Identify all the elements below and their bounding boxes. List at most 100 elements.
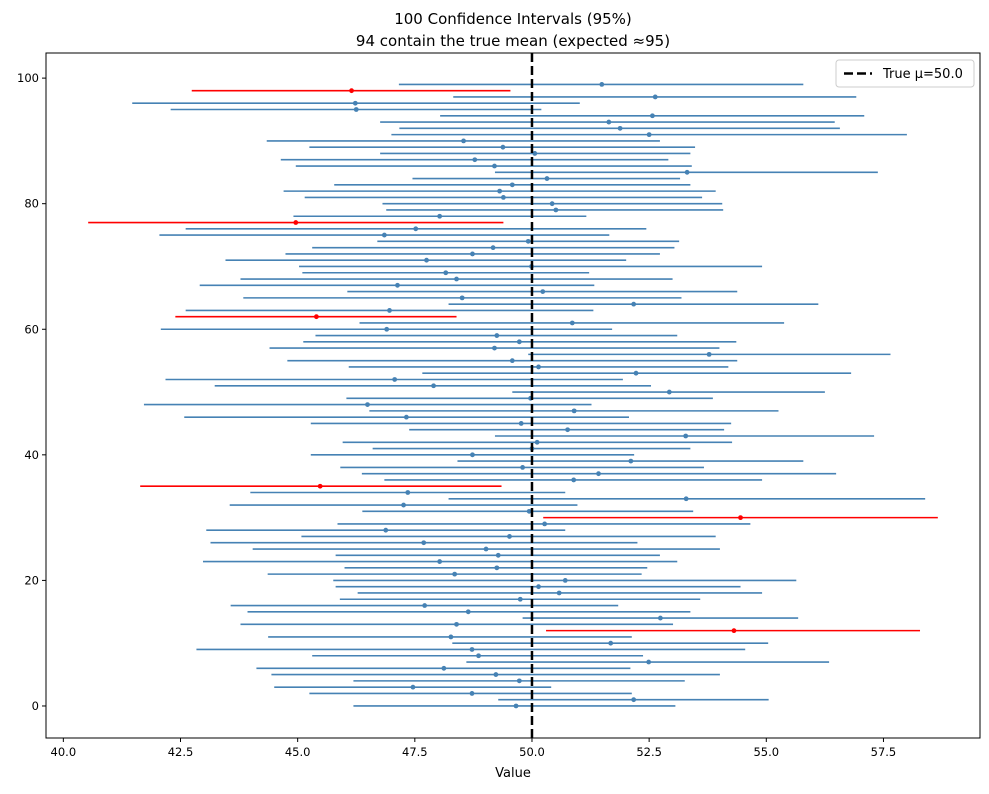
interval-mean-point — [553, 207, 559, 213]
x-tick-label: 52.5 — [636, 745, 662, 759]
interval-mean-point — [448, 634, 454, 640]
interval-mean-point — [454, 621, 459, 627]
interval-mean-point — [525, 238, 531, 244]
interval-mean-point — [542, 521, 548, 527]
y-tick-label: 40 — [24, 448, 39, 462]
interval-mean-point — [387, 308, 392, 313]
interval-mean-point — [494, 565, 500, 571]
interval-mean-point — [513, 703, 519, 709]
interval-mean-point — [549, 201, 555, 207]
interval-mean-point — [571, 408, 577, 414]
interval-mean-point — [608, 640, 614, 646]
interval-mean-point — [422, 603, 428, 608]
y-tick-label: 60 — [24, 322, 39, 336]
interval-mean-point — [517, 596, 523, 602]
interval-mean-point — [652, 94, 658, 100]
interval-mean-point — [403, 414, 409, 420]
x-tick-label: 42.5 — [168, 745, 194, 759]
x-tick-label: 55.0 — [753, 745, 779, 759]
interval-mean-point — [349, 88, 354, 94]
interval-mean-point — [507, 534, 512, 539]
interval-mean-point — [452, 571, 458, 577]
interval-mean-point — [405, 490, 411, 495]
interval-mean-point — [465, 609, 471, 615]
x-axis-ticks: 40.0 42.5 45.0 47.5 50.0 52.5 55.0 57.5 — [51, 738, 897, 759]
legend: True μ=50.0 — [835, 59, 975, 88]
x-axis-label: Value — [495, 766, 531, 781]
interval-mean-point — [536, 364, 541, 370]
interval-mean-point — [410, 684, 416, 690]
interval-mean-point — [314, 314, 319, 320]
interval-mean-point — [441, 665, 447, 671]
legend-label: True μ=50.0 — [882, 67, 963, 82]
interval-mean-point — [631, 697, 637, 703]
interval-mean-point — [492, 163, 497, 169]
interval-mean-point — [500, 195, 506, 200]
interval-mean-point — [365, 402, 370, 408]
interval-mean-point — [569, 320, 575, 326]
interval-mean-point — [731, 628, 737, 634]
interval-mean-point — [706, 351, 712, 357]
interval-mean-point — [469, 647, 475, 652]
x-tick-label: 50.0 — [519, 745, 545, 759]
chart-title: 100 Confidence Intervals (95%) — [394, 10, 632, 28]
interval-mean-point — [443, 270, 449, 276]
interval-mean-point — [520, 464, 526, 470]
interval-mean-point — [459, 295, 465, 301]
interval-mean-point — [437, 213, 443, 219]
interval-mean-point — [526, 508, 532, 514]
interval-mean-point — [497, 188, 503, 194]
interval-mean-point — [317, 483, 323, 489]
interval-mean-point — [633, 370, 639, 376]
x-tick-label: 57.5 — [871, 745, 897, 759]
interval-mean-point — [536, 584, 541, 590]
interval-mean-point — [383, 527, 389, 533]
interval-mean-point — [650, 113, 655, 119]
interval-mean-point — [483, 546, 489, 552]
interval-mean-point — [470, 452, 475, 458]
interval-mean-point — [556, 590, 562, 596]
x-tick-label: 45.0 — [285, 745, 311, 759]
interval-mean-point — [492, 345, 497, 351]
interval-mean-point — [596, 471, 601, 477]
interval-mean-point — [470, 251, 475, 257]
interval-mean-point — [509, 358, 515, 364]
interval-mean-point — [518, 421, 524, 426]
interval-mean-point — [494, 333, 500, 338]
interval-mean-point — [421, 540, 427, 546]
x-tick-label: 40.0 — [51, 745, 77, 759]
interval-mean-point — [392, 377, 398, 382]
interval-mean-point — [454, 276, 459, 282]
interval-marks — [88, 81, 938, 709]
interval-mean-point — [469, 691, 475, 696]
interval-mean-point — [381, 232, 387, 238]
interval-mean-point — [532, 151, 538, 156]
interval-mean-point — [534, 439, 540, 445]
interval-mean-point — [395, 282, 400, 288]
interval-mean-point — [617, 125, 623, 131]
y-axis-ticks: 0 20 40 60 80 100 — [17, 71, 46, 713]
legend-box — [835, 59, 975, 88]
interval-mean-point — [599, 81, 605, 87]
interval-mean-point — [413, 226, 419, 232]
chart-subtitle: 94 contain the true mean (expected ≈95) — [356, 32, 670, 50]
interval-mean-point — [431, 383, 436, 389]
interval-mean-point — [646, 659, 652, 665]
x-tick-label: 47.5 — [402, 745, 428, 759]
interval-mean-point — [738, 515, 743, 521]
interval-mean-point — [540, 289, 546, 294]
interval-mean-point — [293, 220, 299, 225]
interval-mean-point — [384, 326, 390, 332]
interval-mean-point — [472, 157, 478, 163]
interval-mean-point — [683, 433, 689, 439]
y-tick-label: 0 — [32, 699, 39, 713]
y-tick-label: 100 — [17, 71, 39, 85]
interval-mean-point — [657, 615, 663, 621]
interval-mean-point — [562, 578, 568, 583]
interval-mean-point — [666, 389, 672, 395]
interval-mean-point — [401, 502, 406, 508]
interval-mean-point — [461, 138, 466, 144]
interval-mean-point — [437, 559, 443, 564]
interval-mean-point — [353, 107, 359, 112]
